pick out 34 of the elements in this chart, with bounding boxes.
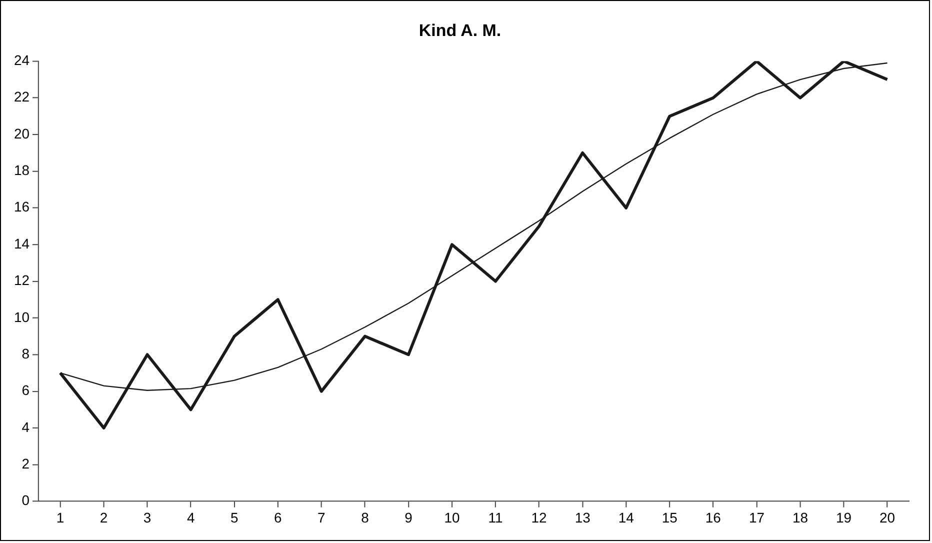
- x-tick-label: 7: [318, 510, 326, 526]
- x-tick-label: 12: [531, 510, 548, 526]
- x-tick-label: 16: [705, 510, 722, 526]
- x-tick-label: 8: [361, 510, 370, 526]
- x-tick-label: 18: [792, 510, 808, 526]
- x-tick-label: 13: [574, 510, 591, 526]
- y-tick-label: 4: [22, 418, 30, 435]
- y-tick-label: 6: [22, 382, 30, 398]
- y-tick-label: 22: [14, 88, 30, 105]
- y-tick-label: 8: [22, 345, 30, 362]
- x-tick-label: 15: [662, 510, 678, 526]
- x-tick-label: 11: [488, 510, 504, 526]
- y-tick-label: 16: [14, 198, 30, 215]
- x-tick-label: 9: [404, 510, 413, 526]
- y-tick-label: 24: [14, 52, 30, 68]
- x-tick-label: 14: [618, 510, 634, 526]
- y-tick-label: 12: [14, 272, 30, 288]
- x-tick-label: 1: [56, 510, 64, 526]
- y-tick-label: 10: [14, 308, 30, 325]
- x-tick-label: 2: [100, 510, 108, 526]
- x-tick-label: 10: [444, 510, 460, 526]
- x-tick-label: 6: [274, 510, 282, 526]
- chart-title: Kind A. M.: [418, 20, 502, 40]
- y-tick-label: 0: [22, 492, 30, 508]
- x-tick-label: 19: [836, 510, 852, 526]
- x-tick-label: 17: [748, 510, 765, 526]
- x-tick-label: 5: [230, 510, 238, 526]
- y-tick-label: 18: [14, 162, 30, 178]
- y-tick-label: 14: [14, 235, 30, 252]
- x-tick-label: 4: [186, 510, 195, 526]
- y-tick-label: 20: [14, 125, 30, 142]
- x-tick-label: 20: [880, 510, 896, 526]
- x-tick-label: 3: [143, 510, 152, 526]
- y-tick-label: 2: [22, 456, 30, 472]
